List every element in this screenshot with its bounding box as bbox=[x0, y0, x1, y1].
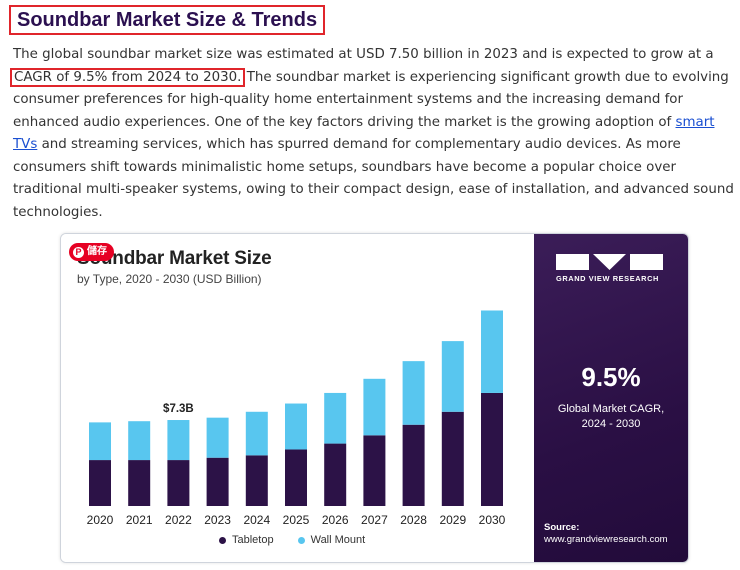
bar-tabletop-2028 bbox=[402, 424, 425, 506]
stacked-bar-chart: 2020 2021 2022 $7.3B 2023 2024 2025 2026 2027 202… bbox=[87, 310, 506, 527]
paragraph-text-3: and streaming services, which has spurre… bbox=[13, 137, 734, 220]
bar-wall-mount-2020 bbox=[89, 422, 111, 461]
bar-wall-mount-2024 bbox=[245, 411, 268, 456]
source-note: Source: www.grandviewresearch.com bbox=[544, 522, 668, 546]
smart-tvs-link[interactable]: smart TVs bbox=[13, 114, 715, 153]
chart-subtitle: by Type, 2020 - 2030 (USD Billion) bbox=[77, 272, 262, 286]
bar-tabletop-2026 bbox=[324, 443, 347, 506]
logo-g-mark bbox=[556, 254, 589, 270]
save-label: 儲存 bbox=[87, 246, 107, 257]
cagr-sidebar: GRAND VIEW RESEARCH 9.5% Global Market C… bbox=[534, 234, 688, 562]
chart-legend: Tabletop Wall Mount bbox=[219, 534, 365, 546]
bar-tabletop-2027 bbox=[363, 435, 386, 506]
bar-wall-mount-2029 bbox=[441, 341, 464, 412]
chart-title: Soundbar Market Size bbox=[77, 248, 272, 269]
bar-tabletop-2024 bbox=[245, 455, 268, 506]
legend-dot-icon bbox=[297, 536, 305, 544]
x-tick-label: 2028 bbox=[400, 513, 427, 527]
legend-label-tabletop: Tabletop bbox=[232, 534, 274, 546]
pinterest-save-button[interactable]: P 儲存 bbox=[69, 243, 114, 261]
x-tick-label: 2026 bbox=[322, 513, 349, 527]
x-tick-label: 2024 bbox=[243, 513, 270, 527]
bar-tabletop-2022 bbox=[167, 460, 190, 506]
logo-r-mark bbox=[630, 254, 663, 270]
x-tick-label: 2029 bbox=[439, 513, 466, 527]
bar-wall-mount-2027 bbox=[363, 378, 386, 436]
source-url: www.grandviewresearch.com bbox=[544, 534, 668, 545]
data-label: $7.3B bbox=[163, 403, 194, 415]
legend-item-wall-mount: Wall Mount bbox=[297, 534, 366, 546]
logo-v-mark bbox=[593, 254, 626, 270]
brand-name: GRAND VIEW RESEARCH bbox=[556, 274, 659, 283]
legend-item-tabletop: Tabletop bbox=[219, 534, 274, 546]
x-tick-label: 2020 bbox=[87, 513, 114, 527]
paragraph-text-2: The soundbar market is experiencing sign… bbox=[13, 69, 729, 130]
source-label: Source: bbox=[544, 522, 580, 533]
pinterest-icon: P bbox=[73, 246, 84, 258]
cagr-value: 9.5% bbox=[581, 362, 641, 392]
bar-wall-mount-2021 bbox=[128, 421, 151, 461]
bar-wall-mount-2022 bbox=[167, 420, 190, 461]
x-tick-label: 2022 bbox=[165, 513, 192, 527]
bar-wall-mount-2030 bbox=[481, 310, 503, 393]
bar-wall-mount-2026 bbox=[324, 392, 347, 444]
bar-tabletop-2021 bbox=[128, 460, 151, 506]
bar-tabletop-2020 bbox=[89, 460, 111, 506]
bar-wall-mount-2025 bbox=[285, 403, 307, 450]
x-tick-label: 2021 bbox=[126, 513, 153, 527]
x-tick-label: 2025 bbox=[283, 513, 310, 527]
legend-label-wall-mount: Wall Mount bbox=[310, 534, 366, 546]
section-heading: Soundbar Market Size & Trends bbox=[9, 5, 326, 35]
cagr-label: Global Market CAGR, 2024 - 2030 bbox=[534, 402, 688, 432]
chart-panel: 2020 2021 2022 $7.3B 2023 2024 2025 2026 2027 202… bbox=[61, 234, 534, 562]
bar-tabletop-2030 bbox=[481, 392, 503, 506]
legend-dot-icon bbox=[219, 536, 226, 544]
brand-logo-icon bbox=[556, 254, 666, 270]
bar-tabletop-2029 bbox=[441, 411, 464, 506]
bar-wall-mount-2023 bbox=[206, 417, 229, 458]
infographic-card: 2020 2021 2022 $7.3B 2023 2024 2025 2026 2027 202… bbox=[60, 233, 689, 563]
bar-tabletop-2025 bbox=[285, 449, 307, 506]
cagr-label-line2: 2024 - 2030 bbox=[581, 418, 641, 430]
bar-tabletop-2023 bbox=[206, 457, 229, 506]
paragraph-text-1: The global soundbar market size was esti… bbox=[13, 47, 714, 62]
cagr-label-line1: Global Market CAGR, bbox=[557, 403, 665, 415]
x-tick-label: 2030 bbox=[479, 513, 506, 527]
x-tick-label: 2027 bbox=[361, 513, 388, 527]
brand-logo: GRAND VIEW RESEARCH bbox=[556, 254, 666, 283]
cagr-highlight: CAGR of 9.5% from 2024 to 2030. bbox=[10, 67, 246, 87]
x-tick-label: 2023 bbox=[204, 513, 231, 527]
bar-wall-mount-2028 bbox=[402, 361, 425, 425]
intro-paragraph: The global soundbar market size was esti… bbox=[10, 44, 735, 224]
